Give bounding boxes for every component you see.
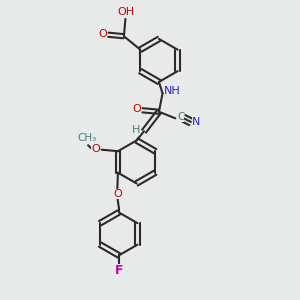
Text: O: O [132, 104, 141, 114]
Text: C: C [177, 112, 184, 122]
Text: OH: OH [117, 7, 135, 17]
Text: F: F [115, 264, 123, 278]
Text: O: O [99, 29, 107, 39]
Text: NH: NH [164, 86, 181, 96]
Text: N: N [192, 117, 200, 127]
Text: H: H [131, 125, 140, 135]
Text: CH₃: CH₃ [77, 133, 96, 143]
Text: O: O [92, 144, 100, 154]
Text: O: O [113, 189, 122, 199]
